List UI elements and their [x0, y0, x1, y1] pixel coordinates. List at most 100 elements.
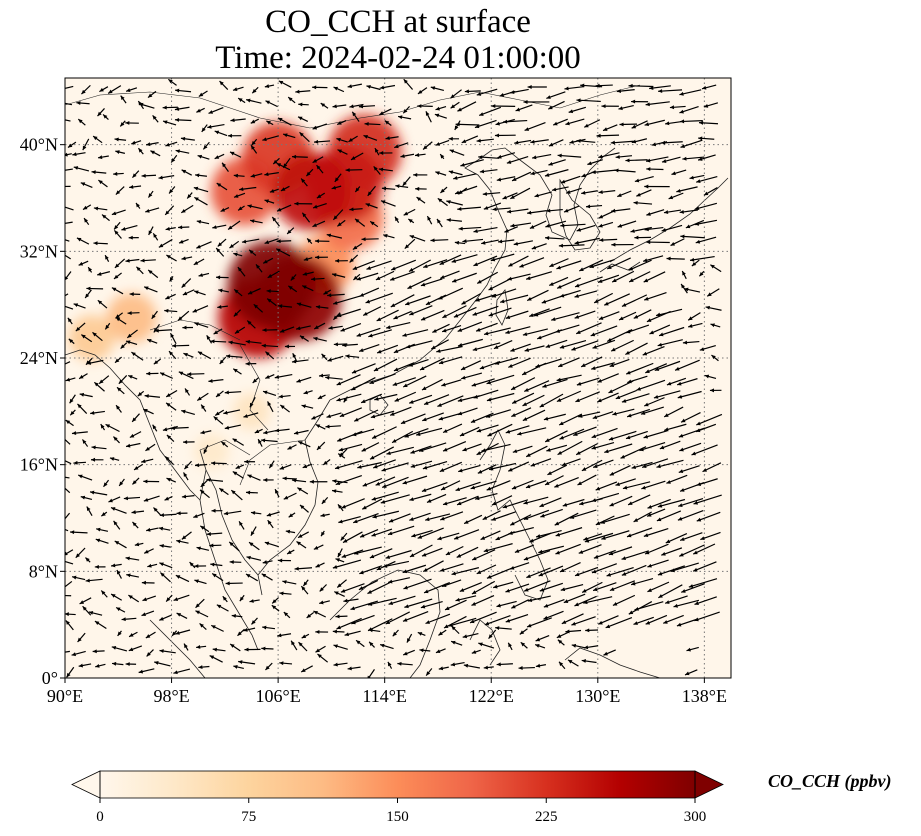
wind-vector: [679, 119, 703, 124]
wind-vector: [661, 140, 683, 145]
wind-vector: [334, 173, 342, 183]
wind-vector: [415, 427, 443, 436]
wind-vector: [679, 532, 703, 541]
wind-vector: [510, 377, 536, 391]
wind-vector: [290, 640, 298, 651]
wind-vector: [511, 171, 532, 182]
wind-vector: [556, 631, 570, 639]
wind-vector: [514, 544, 535, 553]
wind-vector: [487, 423, 513, 437]
wind-vector: [409, 493, 432, 502]
wind-vector: [90, 410, 105, 415]
wind-vector: [543, 598, 565, 608]
wind-vector: [75, 547, 86, 559]
wind-vector: [488, 278, 512, 291]
wind-vector: [435, 171, 447, 176]
wind-vector: [238, 660, 256, 665]
wind-vector: [306, 611, 315, 619]
wind-vector: [557, 639, 565, 646]
wind-vector: [449, 149, 465, 156]
wind-vector: [219, 80, 229, 91]
wind-vector: [209, 543, 222, 548]
wind-vector: [65, 549, 74, 556]
wind-vector: [414, 153, 426, 157]
wind-vector: [559, 340, 587, 349]
wind-vector: [709, 388, 722, 393]
wind-vector: [659, 440, 681, 450]
wind-vector: [274, 428, 290, 433]
wind-vector: [486, 374, 515, 385]
wind-vector: [644, 119, 665, 127]
wind-vector: [560, 175, 581, 184]
wind-vector: [535, 529, 562, 538]
wind-vector: [336, 617, 362, 630]
wind-vector: [337, 149, 348, 155]
wind-vector: [442, 305, 467, 319]
wind-vector: [264, 199, 275, 204]
wind-vector: [599, 238, 618, 243]
wind-vector: [574, 290, 598, 298]
wind-vector: [430, 238, 449, 243]
wind-vector: [196, 241, 212, 249]
wind-vector: [246, 320, 256, 329]
wind-vector: [542, 378, 568, 388]
wind-vector: [296, 302, 312, 308]
wind-vector: [71, 650, 86, 657]
wind-vector: [348, 135, 358, 143]
wind-vector: [438, 629, 447, 636]
wind-vector: [183, 440, 195, 444]
wind-vector: [525, 271, 553, 280]
wind-vector: [376, 344, 399, 354]
wind-vector: [341, 549, 364, 558]
wind-vector: [332, 104, 347, 109]
wind-vector: [113, 520, 121, 530]
wind-vector: [331, 185, 342, 190]
wind-vector: [333, 591, 345, 597]
wind-vector: [576, 139, 596, 143]
wind-vector: [181, 256, 193, 261]
wind-vector: [705, 305, 722, 311]
wind-vector: [362, 306, 382, 316]
wind-vector: [523, 100, 550, 104]
wind-vector: [621, 294, 648, 308]
wind-vector: [583, 119, 601, 128]
colorbar-tick-label: 225: [535, 809, 558, 825]
wind-vector: [645, 363, 667, 374]
chart-title-line2: Time: 2024-02-24 01:00:00: [215, 40, 581, 76]
wind-vector: [407, 276, 432, 290]
wind-vector: [402, 329, 429, 337]
wind-vector: [79, 597, 92, 605]
wind-vector: [131, 351, 144, 361]
wind-vector: [420, 600, 443, 609]
wind-vector: [580, 356, 603, 368]
wind-vector: [196, 645, 207, 649]
wind-vector: [192, 305, 209, 313]
wind-vector: [706, 288, 720, 297]
wind-vector: [415, 186, 427, 191]
wind-vector: [524, 345, 545, 352]
wind-vector: [162, 425, 178, 432]
wind-vector: [100, 590, 108, 598]
wind-vector: [65, 612, 76, 617]
wind-vector: [119, 120, 126, 127]
wind-vector: [159, 544, 171, 548]
wind-vector: [233, 252, 243, 257]
wind-vector: [232, 86, 244, 92]
wind-vector: [694, 219, 718, 226]
wind-vector: [654, 360, 681, 372]
wind-vector: [211, 572, 224, 582]
wind-vector: [147, 190, 154, 198]
wind-vector: [600, 513, 630, 524]
wind-vector: [302, 579, 309, 587]
wind-vector: [394, 391, 417, 402]
wind-vector: [111, 645, 128, 652]
wind-vector: [645, 101, 670, 107]
wind-vector: [113, 229, 122, 239]
wind-vector: [678, 465, 700, 474]
wind-vector: [210, 339, 227, 344]
wind-vector: [300, 178, 308, 187]
wind-vector: [670, 238, 685, 247]
wind-vector: [233, 309, 242, 317]
wind-vector: [450, 89, 462, 99]
wind-vector: [395, 184, 409, 189]
